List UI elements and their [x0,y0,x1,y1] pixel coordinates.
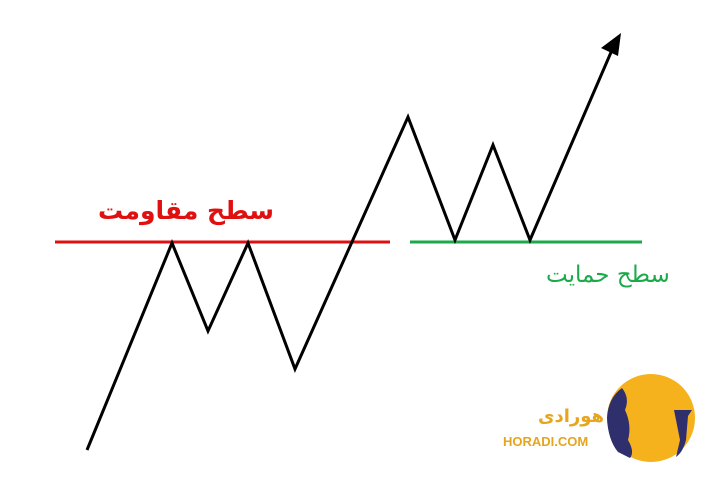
logo-text-en: HORADI.COM [503,434,589,449]
logo-emblem [607,374,695,462]
price-path [85,49,614,451]
support-label: سطح حمایت [546,262,670,288]
arrow-head-icon [601,33,621,56]
resistance-label: سطح مقاومت [98,196,275,225]
logo-text-fa: هورادی [538,406,605,427]
